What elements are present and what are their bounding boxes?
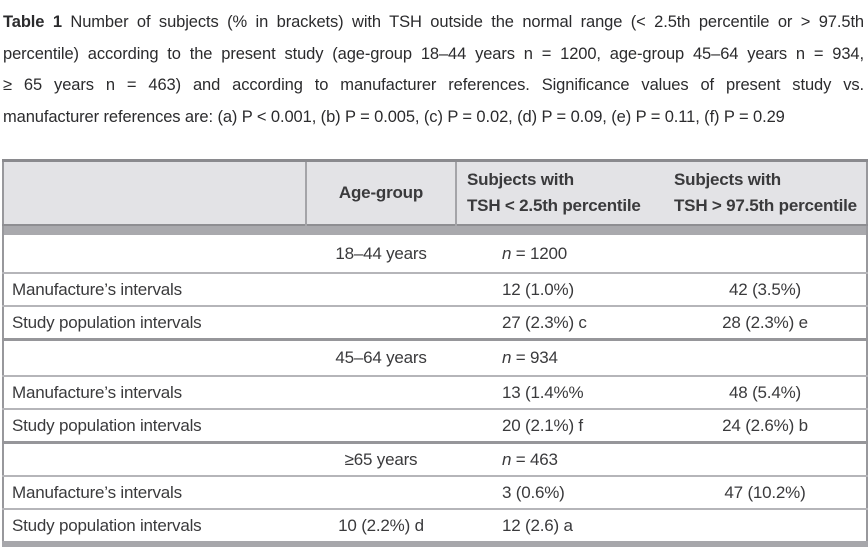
cell-above-percentile: 28 (2.3%) e — [664, 305, 867, 340]
cell-empty — [664, 235, 867, 273]
group-header-row-45-64: 45–64 years n = 934 — [3, 338, 867, 376]
cell-above-percentile: 48 (5.4%) — [664, 375, 867, 409]
table-row-study-45-64: Study population intervals 20 (2.1%) f 2… — [3, 408, 867, 443]
cell-n-count: n = 1200 — [456, 235, 664, 273]
cell-n-count: n = 934 — [456, 338, 664, 376]
n-symbol: n — [502, 449, 512, 469]
table-header-row: Age-group Subjects with TSH < 2.5th perc… — [3, 160, 867, 225]
cell-above-percentile: 24 (2.6%) b — [664, 408, 867, 443]
caption-line-3: ≥ 65 years n = 463) and according to man… — [3, 76, 864, 94]
n-value: = 463 — [515, 449, 558, 469]
header-below-line-1: Subjects with — [467, 170, 574, 189]
tsh-table-container: Age-group Subjects with TSH < 2.5th perc… — [2, 159, 868, 547]
header-cell-tsh-below: Subjects with TSH < 2.5th percentile — [456, 160, 664, 225]
row-label: Manufacture’s intervals — [3, 475, 306, 509]
cell-empty — [664, 338, 867, 376]
header-below-line-2: TSH < 2.5th percentile — [467, 196, 641, 215]
row-label: Study population intervals — [3, 408, 306, 443]
cell-below-percentile: 12 (1.0%) — [456, 272, 664, 306]
header-above-line-1: Subjects with — [674, 170, 781, 189]
cell-above-percentile: 42 (3.5%) — [664, 272, 867, 306]
caption-line-1-text: Number of subjects (% in brackets) with … — [70, 13, 865, 31]
table-caption: Table 1 Number of subjects (% in bracket… — [3, 7, 864, 133]
table-row-manufacturer-65-plus: Manufacture’s intervals 3 (0.6%) 47 (10.… — [3, 475, 867, 509]
header-cell-age-group: Age-group — [306, 160, 457, 225]
cell-below-percentile: 3 (0.6%) — [456, 475, 664, 509]
cell-n-count: n = 463 — [456, 441, 664, 476]
cell-empty — [3, 235, 306, 273]
n-value: = 1200 — [515, 243, 568, 263]
row-label: Study population intervals — [3, 508, 306, 544]
cell-age-value — [306, 475, 456, 509]
cell-empty — [3, 441, 306, 476]
table-row-study-18-44: Study population intervals 27 (2.3%) c 2… — [3, 305, 867, 340]
cell-empty — [3, 338, 306, 376]
table-row-study-65-plus: Study population intervals 10 (2.2%) d 1… — [3, 508, 867, 544]
cell-age-value — [306, 272, 456, 306]
caption-line-2: percentile) according to the present stu… — [3, 44, 864, 63]
group-header-row-65-plus: ≥65 years n = 463 — [3, 441, 867, 476]
cell-below-percentile: 20 (2.1%) f — [456, 408, 664, 443]
caption-line-4: manufacturer references are: (a) P < 0.0… — [3, 107, 785, 126]
group-header-row-18-44: 18–44 years n = 1200 — [3, 235, 867, 273]
header-above-line-2: TSH > 97.5th percentile — [674, 196, 857, 215]
cell-below-percentile: 27 (2.3%) c — [456, 305, 664, 340]
header-cell-empty — [3, 160, 307, 225]
cell-age-value: 10 (2.2%) d — [306, 508, 456, 544]
row-label: Manufacture’s intervals — [3, 375, 306, 409]
header-separator-band — [3, 224, 867, 235]
cell-above-percentile: 47 (10.2%) — [664, 475, 867, 509]
cell-age-group: ≥65 years — [306, 441, 456, 476]
cell-below-percentile: 12 (2.6) a — [456, 508, 664, 544]
n-symbol: n — [502, 243, 512, 263]
cell-empty — [664, 441, 867, 476]
cell-age-value — [306, 375, 456, 409]
n-value: = 934 — [515, 348, 558, 367]
table-row-manufacturer-45-64: Manufacture’s intervals 13 (1.4%% 48 (5.… — [3, 375, 867, 409]
cell-below-percentile: 13 (1.4%% — [456, 375, 664, 409]
cell-age-group: 18–44 years — [335, 243, 427, 263]
table-row-manufacturer-18-44: Manufacture’s intervals 12 (1.0%) 42 (3.… — [3, 272, 867, 306]
cell-above-percentile — [664, 508, 867, 544]
row-label: Study population intervals — [3, 305, 306, 340]
cell-age-value — [306, 305, 456, 340]
n-symbol: n — [502, 348, 512, 367]
row-label: Manufacture’s intervals — [3, 272, 306, 306]
caption-line-1: Table 1 Number of subjects (% in bracket… — [3, 7, 864, 39]
cell-age-value — [306, 408, 456, 443]
header-cell-tsh-above: Subjects with TSH > 97.5th percentile — [664, 160, 867, 225]
table-number-label: Table 1 — [3, 13, 62, 31]
tsh-table: Age-group Subjects with TSH < 2.5th perc… — [2, 159, 868, 547]
cell-age-group: 45–64 years — [306, 338, 456, 376]
